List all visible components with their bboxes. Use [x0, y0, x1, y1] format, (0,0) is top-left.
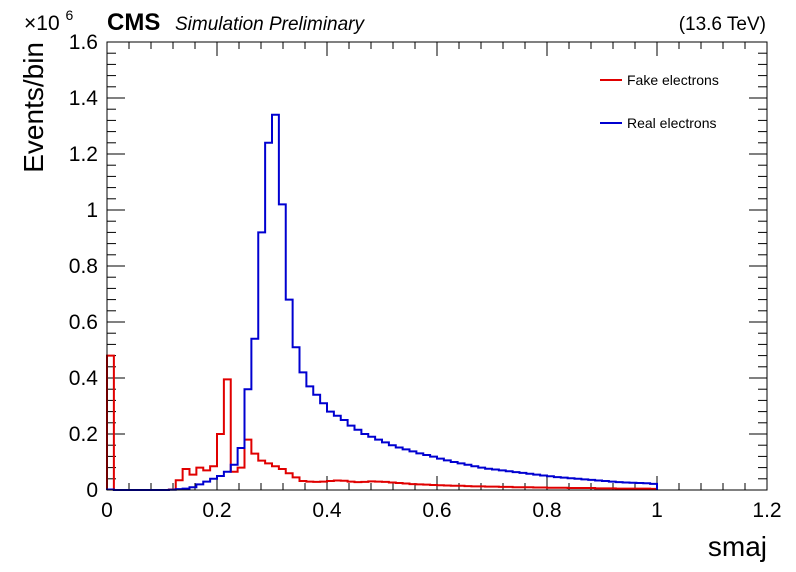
y-multiplier-exponent: 6 [65, 7, 73, 23]
y-tick-label: 0.8 [69, 255, 98, 278]
series-line-real-electrons [106, 113, 658, 491]
x-tick-label: 1.2 [752, 499, 781, 522]
y-axis-title: Events/bin [18, 42, 49, 173]
x-tick-label: 0.2 [202, 499, 231, 522]
status-label: Simulation Preliminary [175, 14, 366, 35]
series-line-fake-electrons [106, 354, 658, 491]
energy-label: (13.6 TeV) [679, 14, 766, 35]
series-group [106, 113, 658, 491]
legend-label: Fake electrons [627, 72, 719, 88]
y-tick-label: 1.2 [69, 143, 98, 166]
legend: Fake electrons Real electrons [600, 72, 719, 131]
y-tick-label: 1.4 [69, 87, 99, 110]
experiment-label: CMS [107, 9, 160, 36]
y-tick-label: 0 [86, 479, 98, 502]
y-tick-label: 1 [86, 199, 98, 222]
y-multiplier-base: ×10 [24, 12, 60, 35]
x-tick-label: 0.6 [422, 499, 451, 522]
legend-label: Real electrons [627, 115, 717, 131]
x-axis-title: smaj [708, 531, 767, 562]
x-tick-label: 0.4 [312, 499, 342, 522]
tick-marks [106, 41, 768, 491]
tick-labels: 0 0.2 0.4 0.6 0.8 1 1.2 0 0.2 0.4 0.6 0.8 1 1.2 1.4 1.6 [69, 31, 782, 522]
y-multiplier: ×10 6 [24, 7, 73, 35]
x-tick-label: 1 [651, 499, 663, 522]
y-tick-label: 1.6 [69, 31, 98, 54]
y-tick-label: 0.4 [69, 367, 99, 390]
x-tick-label: 0 [101, 499, 113, 522]
y-tick-label: 0.6 [69, 311, 98, 334]
y-tick-label: 0.2 [69, 423, 98, 446]
plot-frame [106, 41, 768, 491]
x-tick-label: 0.8 [532, 499, 561, 522]
